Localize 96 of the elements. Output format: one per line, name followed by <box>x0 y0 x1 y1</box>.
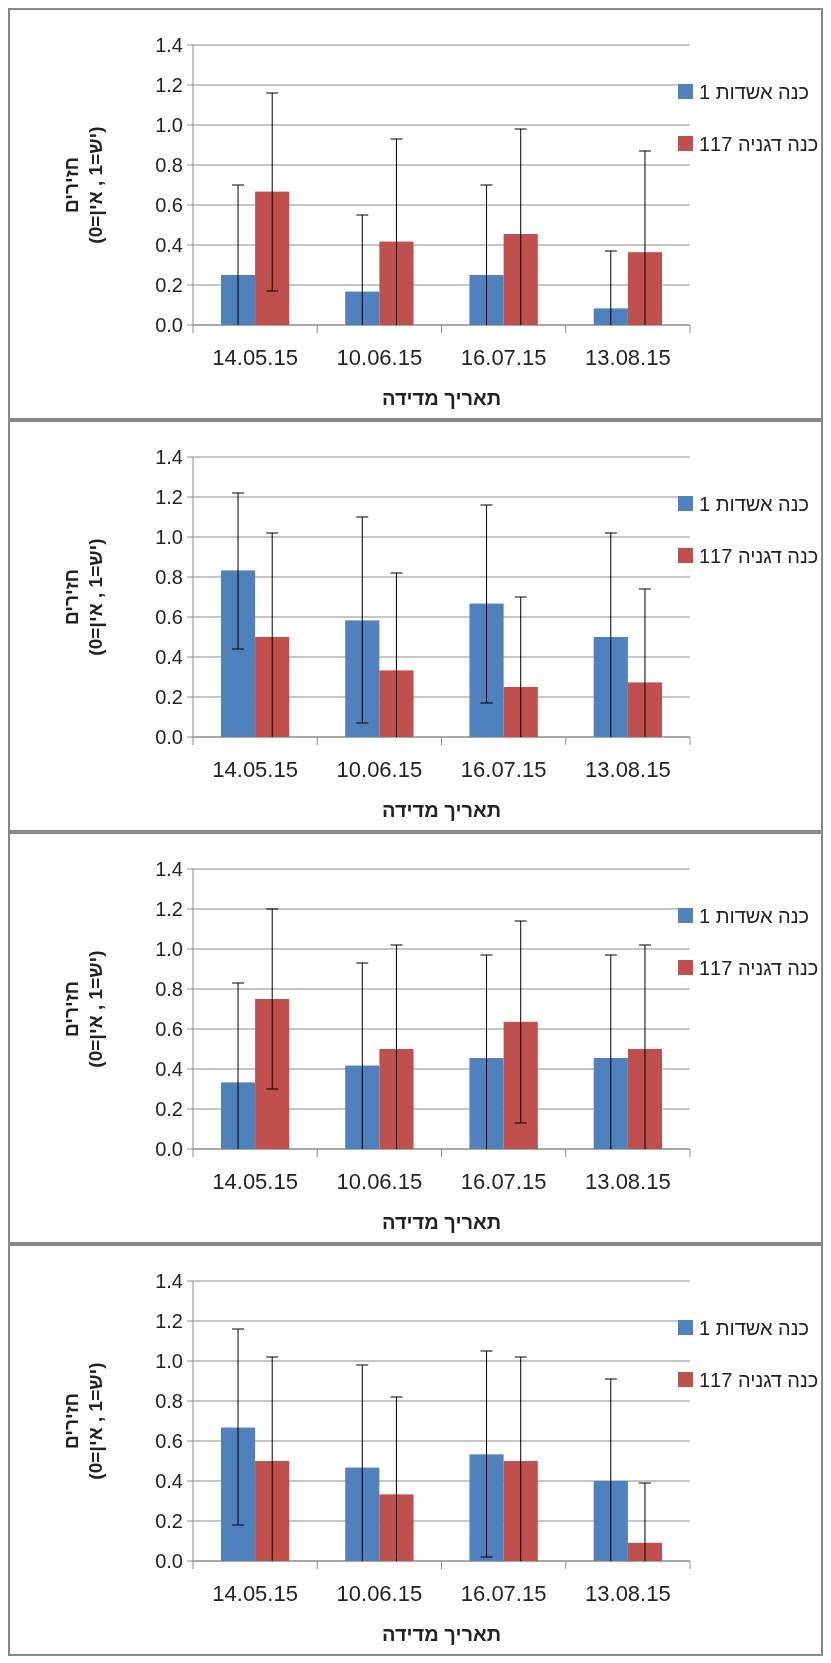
y-tick-label: 1.4 <box>155 34 183 56</box>
y-tick-label: 0.6 <box>155 1430 183 1452</box>
bar <box>379 670 414 737</box>
x-tick-label: 16.07.15 <box>460 1169 547 1194</box>
x-axis-title: תאריך מדידה <box>382 1211 501 1233</box>
y-tick-label: 1.2 <box>155 1310 183 1332</box>
y-tick-label: 1.4 <box>155 1270 183 1292</box>
y-tick-label: 0.6 <box>155 194 183 216</box>
bar <box>255 191 290 325</box>
y-tick-label: 1.4 <box>155 858 183 880</box>
y-tick-label: 0.0 <box>155 1138 183 1160</box>
y-tick-label: 0.2 <box>155 686 183 708</box>
y-tick-label: 0.8 <box>155 154 183 176</box>
bar <box>593 637 628 737</box>
x-tick-label: 13.08.15 <box>585 1581 671 1606</box>
y-tick-label: 0.0 <box>155 314 183 336</box>
bar <box>255 1461 290 1561</box>
bar <box>503 234 538 325</box>
legend-label: כנה אשדות 1 <box>699 1317 810 1339</box>
y-tick-label: 0.8 <box>155 1390 183 1412</box>
legend-label: כנה דגניה 117 <box>699 957 819 979</box>
bar <box>379 1049 414 1149</box>
y-axis-title: חזירים (יש=1 , אין=0) <box>61 1362 106 1480</box>
x-tick-label: 16.07.15 <box>460 757 547 782</box>
bar <box>379 1494 414 1561</box>
y-tick-label: 1.0 <box>155 114 183 136</box>
bar <box>255 637 290 737</box>
bar <box>593 1481 628 1561</box>
legend-label: כנה אשדות 1 <box>699 493 810 515</box>
y-tick-label: 0.4 <box>155 646 183 668</box>
y-tick-label: 0.8 <box>155 978 183 1000</box>
bar <box>627 1542 663 1561</box>
x-tick-label: 13.08.15 <box>585 757 671 782</box>
y-axis-title: חזירים (יש=1 , אין=0) <box>61 126 106 244</box>
legend-label: כנה אשדות 1 <box>699 905 810 927</box>
bar <box>220 1082 256 1149</box>
bar <box>469 603 504 737</box>
x-tick-label: 16.07.15 <box>460 345 547 370</box>
y-tick-label: 0.4 <box>155 1058 183 1080</box>
x-tick-label: 10.06.15 <box>336 757 423 782</box>
y-tick-label: 1.2 <box>155 74 183 96</box>
y-axis-title: חזירים (יש=1 , אין=0) <box>61 538 106 656</box>
y-tick-label: 0.0 <box>155 726 183 748</box>
bar <box>627 682 663 737</box>
bar <box>220 275 256 325</box>
bar <box>255 999 290 1149</box>
bar <box>345 620 380 737</box>
bar <box>379 241 414 325</box>
x-axis-title: תאריך מדידה <box>382 387 501 409</box>
x-tick-label: 14.05.15 <box>212 1169 298 1194</box>
x-axis-title: תאריך מדידה <box>382 1623 501 1645</box>
bar <box>503 1461 538 1561</box>
x-tick-label: 14.05.15 <box>212 345 298 370</box>
x-tick-label: 14.05.15 <box>212 1581 298 1606</box>
y-tick-label: 0.6 <box>155 606 183 628</box>
y-tick-label: 1.0 <box>155 938 183 960</box>
y-tick-label: 0.8 <box>155 566 183 588</box>
y-tick-label: 0.2 <box>155 274 183 296</box>
y-tick-label: 1.2 <box>155 486 183 508</box>
y-tick-label: 1.2 <box>155 898 183 920</box>
x-tick-label: 10.06.15 <box>336 345 423 370</box>
x-tick-label: 13.08.15 <box>585 1169 671 1194</box>
bar <box>469 1058 504 1149</box>
y-tick-label: 0.6 <box>155 1018 183 1040</box>
bar <box>593 1058 628 1149</box>
y-tick-label: 0.0 <box>155 1550 183 1572</box>
x-tick-label: 13.08.15 <box>585 345 671 370</box>
y-tick-label: 0.4 <box>155 234 183 256</box>
bar <box>469 1454 504 1561</box>
bar <box>503 687 538 737</box>
legend-label: כנה דגניה 117 <box>699 545 819 567</box>
bar <box>220 570 256 737</box>
y-tick-label: 1.0 <box>155 526 183 548</box>
y-tick-label: 0.4 <box>155 1470 183 1492</box>
x-tick-label: 10.06.15 <box>336 1169 423 1194</box>
y-tick-label: 1.0 <box>155 1350 183 1372</box>
bar <box>345 291 380 325</box>
x-tick-label: 16.07.15 <box>460 1581 547 1606</box>
bar <box>345 1065 380 1149</box>
y-axis-title: חזירים (יש=1 , אין=0) <box>61 950 106 1068</box>
y-tick-label: 1.4 <box>155 446 183 468</box>
legend-label: כנה דגניה 117 <box>699 133 819 155</box>
bar <box>503 1021 538 1149</box>
bar <box>593 308 628 325</box>
y-tick-label: 0.2 <box>155 1098 183 1120</box>
bar <box>220 1427 256 1561</box>
x-tick-label: 14.05.15 <box>212 757 298 782</box>
y-tick-label: 0.2 <box>155 1510 183 1532</box>
bar <box>469 275 504 325</box>
bar <box>627 252 663 325</box>
legend-label: כנה דגניה 117 <box>699 1369 819 1391</box>
bar <box>627 1049 663 1149</box>
x-tick-label: 10.06.15 <box>336 1581 423 1606</box>
legend-label: כנה אשדות 1 <box>699 81 810 103</box>
x-axis-title: תאריך מדידה <box>382 799 501 821</box>
bar <box>345 1467 380 1561</box>
